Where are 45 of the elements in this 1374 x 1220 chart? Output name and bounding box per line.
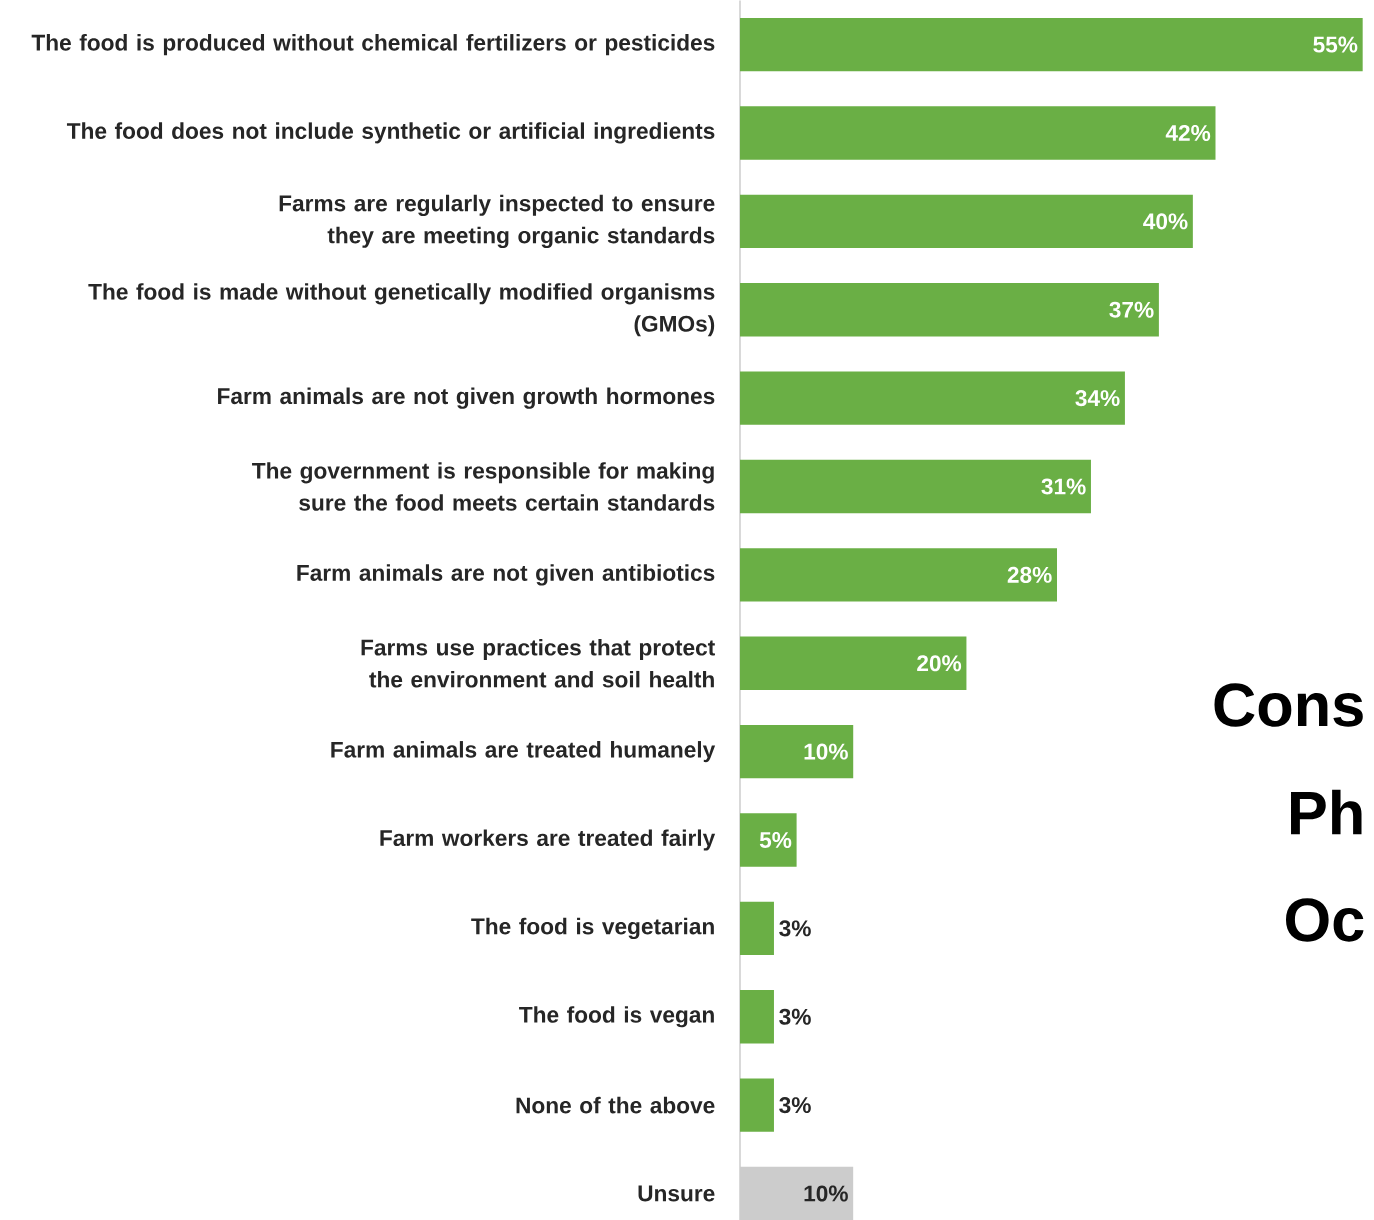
y-tick-label: The food is made without genetically modified organisms (GMOs) (88, 283, 715, 337)
data-label: 55% (1313, 36, 1358, 53)
data-label: 34% (1075, 390, 1120, 407)
y-tick-label: The food is produced without chemical fertilizers or pesticides (31, 34, 715, 56)
bar (740, 283, 1159, 337)
y-tick-label: The food is vegan (519, 1006, 714, 1028)
bar (740, 194, 1193, 249)
y-tick-label: Farms use practices that protect the environment and soil health (361, 638, 715, 688)
bar (740, 1078, 774, 1132)
bar (740, 371, 1125, 425)
data-label: 20% (917, 655, 962, 672)
bar (740, 636, 967, 690)
data-label: 28% (1007, 566, 1052, 583)
y-tick-label: Farm animals are not given antibiotics (297, 564, 715, 586)
data-label: 37% (1109, 301, 1154, 318)
bar (740, 17, 1363, 72)
bar (740, 459, 1091, 514)
bar (740, 106, 1216, 160)
y-tick-label: Farm animals are treated humanely (331, 741, 716, 763)
bar (740, 548, 1057, 602)
annotation: Cons (1214, 683, 1363, 727)
bar (740, 724, 854, 779)
bar (740, 1166, 854, 1220)
bar (740, 990, 774, 1044)
bar (740, 813, 797, 867)
data-label: 40% (1143, 213, 1188, 230)
data-label: 3% (779, 920, 811, 937)
data-label: 3% (779, 1008, 811, 1025)
y-tick-label: Farm animals are not given growth hormones (218, 387, 715, 409)
y-tick-label: None of the above (516, 1096, 715, 1114)
data-label: 10% (804, 743, 848, 760)
data-label: 3% (779, 1097, 811, 1114)
y-tick-label: Farm workers are treated fairly (380, 829, 716, 851)
y-tick-label: The food is vegetarian (471, 917, 714, 939)
annotation: Oc (1285, 898, 1364, 942)
y-tick-label: Unsure (638, 1185, 715, 1202)
data-label: 31% (1041, 478, 1086, 495)
annotation: Ph (1291, 789, 1362, 835)
data-label: 10% (804, 1185, 848, 1202)
data-label: 5% (759, 832, 792, 848)
bar (740, 901, 774, 956)
y-tick-label: The government is responsible for making sure the food meets certain standards (252, 462, 715, 511)
y-tick-label: Farms are regularly inspected to ensure they are meeting organic standards (279, 194, 715, 248)
data-label: 42% (1165, 124, 1211, 141)
y-tick-label: The food does not include synthetic or artificial ingredients (66, 122, 715, 144)
